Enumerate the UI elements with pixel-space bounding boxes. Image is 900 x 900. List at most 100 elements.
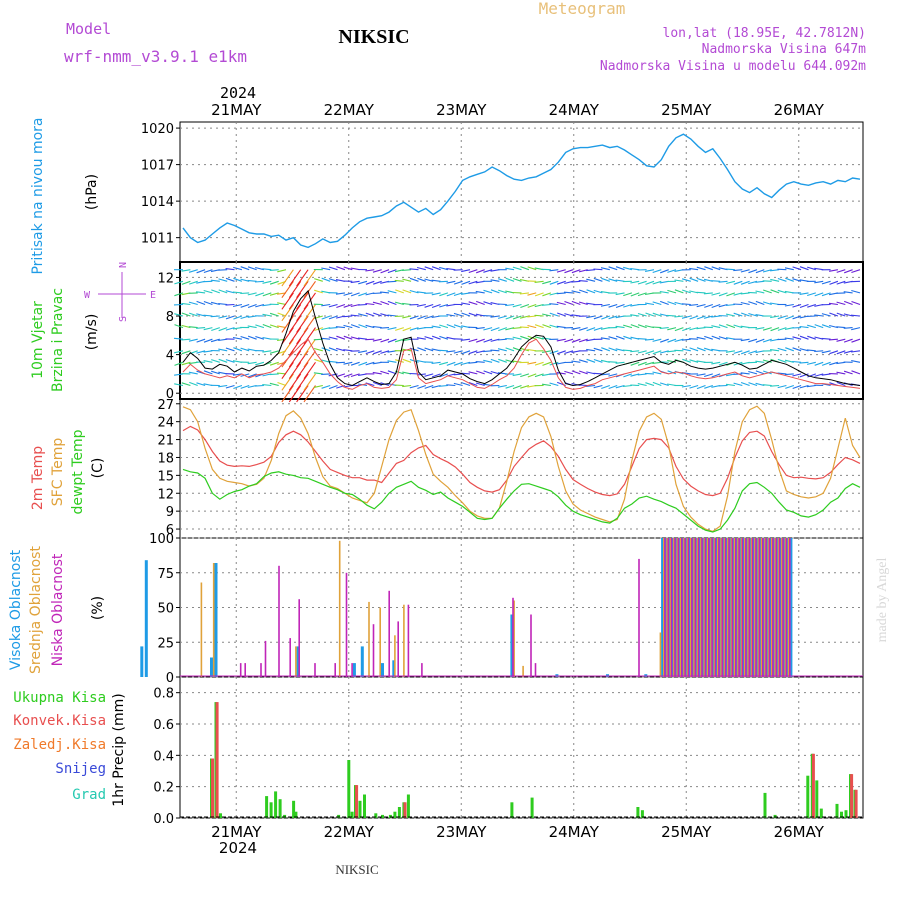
wind-arrow [821, 361, 831, 366]
wind-arrow [630, 324, 640, 329]
wind-arrow [350, 361, 360, 366]
mid-cloud-bar [663, 538, 665, 677]
wind-arrow [829, 312, 839, 317]
wind-arrow [240, 335, 250, 340]
wind-arrow [225, 315, 235, 320]
wind-arrow [527, 303, 537, 308]
wind-arrow [814, 324, 824, 329]
high-cloud-bar [144, 560, 148, 677]
station-title: NIKSIC [338, 26, 409, 48]
wind-arrow [733, 382, 743, 387]
wind-arrow [358, 280, 368, 285]
wind-arrow [321, 315, 331, 320]
wind-arrow [821, 292, 831, 297]
high-cloud-bar [711, 538, 715, 677]
y-tick-label: 12 [157, 271, 174, 286]
wind-arrow [600, 337, 610, 340]
mid-cloud-bar [403, 604, 405, 677]
wind-arrow [792, 315, 802, 320]
wind-arrow [725, 350, 735, 353]
wind-arrow [409, 277, 419, 282]
footer-station: NIKSIC [335, 862, 378, 877]
low-cloud-bar [407, 604, 410, 677]
wind-arrow [453, 361, 463, 366]
wind-arrow [593, 277, 603, 282]
wind-arrow [542, 313, 552, 317]
wind-arrow [725, 313, 736, 317]
wind-arrow [645, 302, 655, 306]
wind-arrow [601, 277, 610, 282]
wind-arrow [350, 373, 360, 378]
wind-arrow [225, 359, 235, 363]
wind-arrow [563, 291, 574, 294]
wind-arrow [762, 359, 772, 363]
wind-arrow [475, 361, 485, 363]
wind-arrow [851, 269, 861, 274]
wind-arrow [417, 347, 426, 352]
x-tick-label-top: 23MAY [436, 101, 487, 119]
wind-arrow [748, 269, 758, 274]
wind-arrow [512, 277, 522, 282]
wind-arrow [210, 315, 220, 318]
total-rain-bar [763, 792, 767, 818]
wind-arrow [343, 303, 353, 308]
wind-arrow [770, 327, 780, 332]
total-rain-bar [269, 802, 273, 818]
total-rain-bar [388, 814, 392, 818]
wind-arrow [682, 289, 691, 294]
wind-arrow [247, 361, 257, 365]
wind-arrow [402, 315, 412, 319]
wind-arrow [520, 303, 530, 309]
total-rain-bar [278, 799, 282, 818]
wind-arrow [350, 324, 360, 329]
wind-arrow [674, 349, 684, 352]
wind-arrow [608, 373, 618, 377]
wind-arrow [416, 337, 426, 340]
wind-arrow [490, 358, 500, 363]
wind-arrow [814, 373, 824, 377]
low-cloud-bar [345, 572, 348, 678]
wind-arrow [343, 349, 353, 352]
mid-cloud-bar [754, 538, 756, 677]
temp-ylabel-2m: 2m Temp [30, 446, 46, 510]
mid-cloud-bar [679, 538, 682, 677]
wind-arrow [747, 291, 758, 294]
high-cloud-bar [725, 538, 729, 677]
y-tick-label: 21 [157, 434, 174, 449]
wind-arrow [571, 300, 581, 306]
wind-arrow [424, 373, 434, 377]
high-cloud-bar [735, 538, 739, 677]
conv-rain-bar [211, 758, 215, 818]
wind-arrow [836, 371, 846, 375]
wind-arrow [402, 327, 412, 332]
wind-arrow [336, 335, 346, 340]
wind-arrow [740, 280, 750, 285]
mid-cloud-bar [767, 538, 770, 677]
wind-arrow [453, 280, 463, 285]
wind-arrow [571, 370, 581, 375]
wind-arrow [520, 384, 530, 389]
low-cloud-bar [738, 538, 740, 677]
wind-arrow [829, 350, 839, 355]
mid-cloud-bar [686, 538, 689, 677]
wind-arrow [247, 335, 257, 340]
wind-arrow [792, 303, 802, 308]
mid-cloud-bar [394, 635, 396, 677]
wind-arrow [247, 373, 257, 378]
wind-arrow [571, 269, 581, 274]
y-tick-label: 0 [166, 387, 174, 402]
wind-arrow [807, 335, 816, 340]
high-cloud-bar [694, 538, 698, 677]
high-cloud-bar [772, 538, 776, 677]
y-tick-label: 0.4 [153, 749, 174, 764]
wind-arrow [667, 350, 677, 353]
wind-arrow [490, 315, 500, 318]
wind-arrow [416, 266, 426, 271]
wind-arrow [218, 327, 228, 332]
wind-arrow [424, 347, 434, 352]
wind-arrow [541, 383, 551, 387]
wind-arrow [387, 327, 397, 331]
wind-arrow [542, 280, 552, 285]
high-cloud-bar [779, 538, 783, 677]
